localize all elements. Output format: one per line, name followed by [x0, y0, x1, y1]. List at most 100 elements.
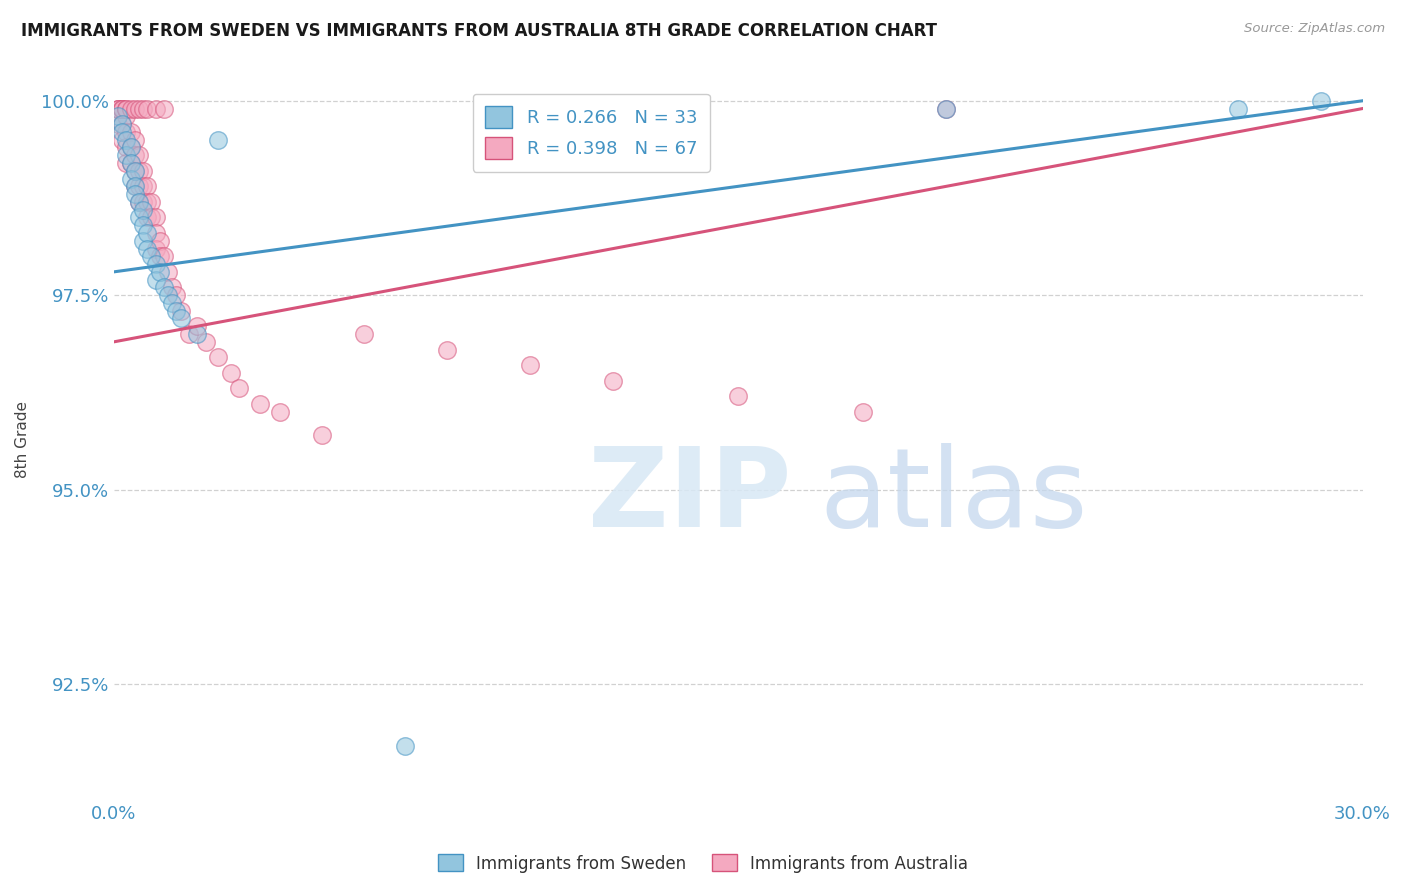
Point — [141, 249, 163, 263]
Point — [111, 102, 134, 116]
Point — [141, 211, 163, 225]
Point — [149, 265, 172, 279]
Point — [128, 179, 150, 194]
Point — [107, 102, 129, 116]
Point — [124, 163, 146, 178]
Point — [124, 179, 146, 194]
Point — [136, 194, 159, 209]
Point — [169, 303, 191, 318]
Point — [165, 303, 187, 318]
Point — [145, 242, 167, 256]
Point — [124, 163, 146, 178]
Point — [136, 211, 159, 225]
Point — [727, 389, 749, 403]
Point — [124, 187, 146, 202]
Point — [207, 351, 229, 365]
Point — [120, 156, 142, 170]
Point — [207, 133, 229, 147]
Point — [115, 109, 138, 123]
Legend: Immigrants from Sweden, Immigrants from Australia: Immigrants from Sweden, Immigrants from … — [432, 847, 974, 880]
Point — [124, 102, 146, 116]
Point — [120, 102, 142, 116]
Point — [132, 234, 155, 248]
Point — [157, 288, 180, 302]
Point — [107, 102, 129, 116]
Point — [120, 140, 142, 154]
Point — [519, 358, 541, 372]
Point — [115, 156, 138, 170]
Point — [249, 397, 271, 411]
Point — [107, 102, 129, 116]
Point — [153, 280, 176, 294]
Point — [136, 102, 159, 116]
Point — [111, 125, 134, 139]
Point — [124, 179, 146, 194]
Point — [136, 226, 159, 240]
Point — [145, 102, 167, 116]
Point — [128, 194, 150, 209]
Point — [1310, 94, 1333, 108]
Point — [228, 382, 250, 396]
Point — [153, 249, 176, 263]
Point — [132, 194, 155, 209]
Point — [132, 102, 155, 116]
Point — [128, 163, 150, 178]
Point — [602, 374, 624, 388]
Point — [852, 405, 875, 419]
Point — [145, 257, 167, 271]
Point — [149, 234, 172, 248]
Point — [165, 288, 187, 302]
Text: IMMIGRANTS FROM SWEDEN VS IMMIGRANTS FROM AUSTRALIA 8TH GRADE CORRELATION CHART: IMMIGRANTS FROM SWEDEN VS IMMIGRANTS FRO… — [21, 22, 936, 40]
Point — [128, 211, 150, 225]
Point — [353, 326, 375, 341]
Point — [115, 102, 138, 116]
Point — [177, 326, 200, 341]
Point — [115, 102, 138, 116]
Point — [162, 280, 184, 294]
Point — [124, 148, 146, 162]
Point — [269, 405, 291, 419]
Point — [111, 102, 134, 116]
Text: atlas: atlas — [820, 443, 1088, 550]
Point — [115, 148, 138, 162]
Point — [128, 102, 150, 116]
Point — [194, 334, 217, 349]
Point — [115, 133, 138, 147]
Point — [107, 109, 129, 123]
Point — [436, 343, 458, 357]
Point — [132, 163, 155, 178]
Point — [935, 102, 957, 116]
Point — [111, 117, 134, 131]
Point — [311, 428, 333, 442]
Point — [132, 179, 155, 194]
Point — [157, 265, 180, 279]
Point — [124, 133, 146, 147]
Y-axis label: 8th Grade: 8th Grade — [15, 401, 30, 477]
Point — [169, 311, 191, 326]
Point — [132, 202, 155, 217]
Point — [186, 326, 208, 341]
Point — [120, 125, 142, 139]
Point — [394, 739, 416, 754]
Point — [162, 296, 184, 310]
Point — [111, 117, 134, 131]
Point — [111, 133, 134, 147]
Point — [128, 194, 150, 209]
Point — [186, 319, 208, 334]
Point — [141, 194, 163, 209]
Point — [115, 140, 138, 154]
Point — [120, 156, 142, 170]
Point — [107, 117, 129, 131]
Point — [115, 125, 138, 139]
Point — [1226, 102, 1249, 116]
Point — [120, 140, 142, 154]
Point — [136, 179, 159, 194]
Point — [219, 366, 242, 380]
Point — [132, 218, 155, 232]
Point — [128, 148, 150, 162]
Text: Source: ZipAtlas.com: Source: ZipAtlas.com — [1244, 22, 1385, 36]
Point — [136, 242, 159, 256]
Point — [149, 249, 172, 263]
Text: ZIP: ZIP — [589, 443, 792, 550]
Point — [935, 102, 957, 116]
